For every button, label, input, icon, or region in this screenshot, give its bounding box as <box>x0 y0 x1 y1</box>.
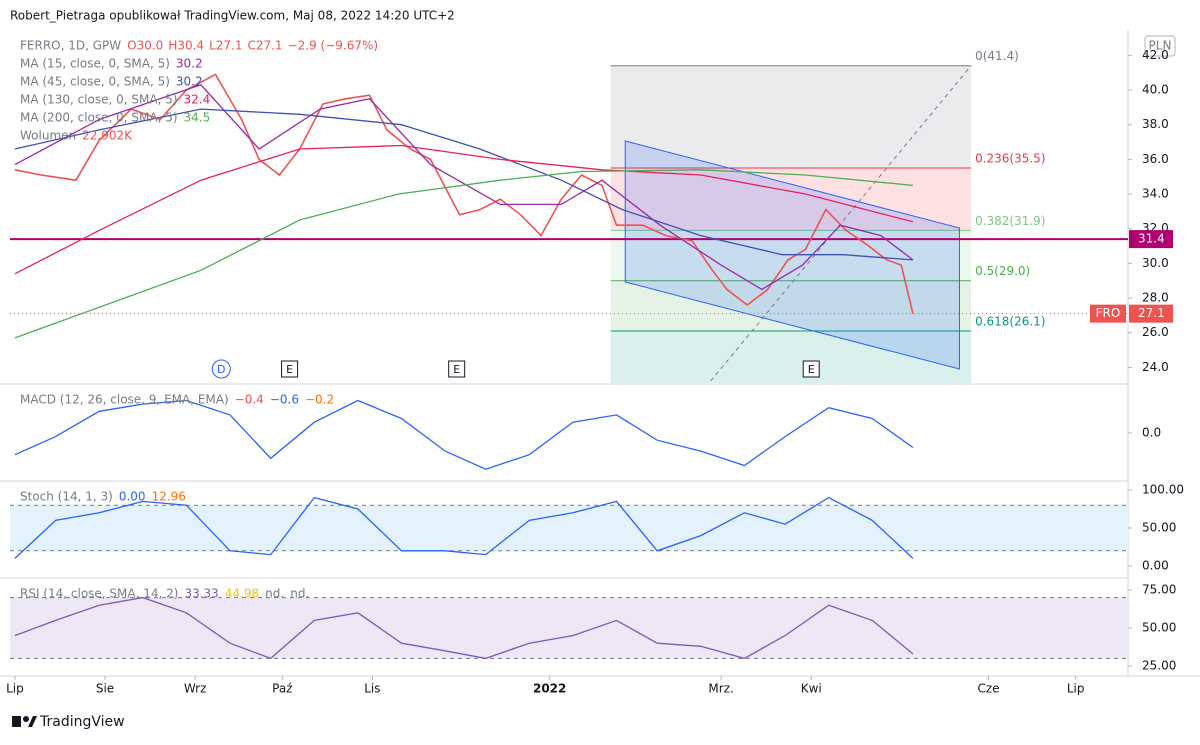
y-tick-label: 50.00 <box>1142 621 1176 635</box>
pane-title: MACD (12, 26, close, 9, EMA, EMA) <box>20 393 229 407</box>
legend-value: 32.4 <box>184 93 211 107</box>
x-tick-label: Wrz <box>184 682 207 696</box>
pane-value: 33.33 <box>184 587 218 601</box>
event-label: E <box>808 363 815 376</box>
change: −2.9 (−9.67%) <box>288 39 379 53</box>
series-line <box>14 84 914 291</box>
header: Robert_Pietraga opublikował TradingView.… <box>10 9 455 23</box>
y-tick-label: 34.0 <box>1142 187 1169 201</box>
x-tick-label: Cze <box>977 682 999 696</box>
series-line <box>14 399 914 470</box>
legend-entry: MA (130, close, 0, SMA, 5) <box>20 93 178 107</box>
legend-value: 30.2 <box>176 75 203 89</box>
hline-value: 31.4 <box>1138 232 1165 246</box>
fib-label: 0.618(26.1) <box>975 314 1045 328</box>
y-tick-label: 30.0 <box>1142 256 1169 270</box>
x-tick-label: Lip <box>1067 682 1085 696</box>
legend-entry: MA (15, close, 0, SMA, 5) <box>20 57 170 71</box>
y-tick-label: 26.0 <box>1142 325 1169 339</box>
fib-label: 0(41.4) <box>975 49 1019 63</box>
event-label: E <box>453 363 460 376</box>
hline-tag <box>1129 230 1173 249</box>
footer: TradingView <box>39 714 125 730</box>
volume-value: 22.902K <box>82 129 133 143</box>
currency: PLN <box>1149 39 1172 53</box>
pane-value: 44.98 <box>225 587 259 601</box>
symbol-tag <box>1090 304 1126 323</box>
y-tick-label: 75.00 <box>1142 583 1176 597</box>
fib-label: 0.5(29.0) <box>975 264 1030 278</box>
pane-value: nd. <box>290 587 309 601</box>
pane-title: Stoch (14, 1, 3) <box>20 490 113 504</box>
y-tick-label: 28.0 <box>1142 291 1169 305</box>
y-tick-label: 40.0 <box>1142 83 1169 97</box>
price-tag <box>1129 304 1173 323</box>
logo <box>12 716 37 727</box>
fib-label: 0.236(35.5) <box>975 152 1045 166</box>
pane-value: −0.6 <box>270 393 299 407</box>
price-value: 27.1 <box>1138 306 1165 320</box>
fib-zone <box>610 65 972 169</box>
legend-value: 34.5 <box>184 111 211 125</box>
x-tick-label: Mrz. <box>708 682 733 696</box>
pane-value: −0.2 <box>305 393 334 407</box>
event-marker <box>448 360 466 378</box>
event-marker <box>281 360 299 378</box>
volume-label: Wolumen <box>20 129 76 143</box>
ohlc: L27.1 <box>209 39 242 53</box>
legend-title: FERRO, 1D, GPW <box>20 39 121 53</box>
fib-zone <box>610 168 972 231</box>
symbol-name: FRO <box>1096 306 1121 320</box>
series-line <box>14 108 913 261</box>
pane-value: 12.96 <box>152 490 186 504</box>
pane-value: −0.4 <box>235 393 264 407</box>
x-tick-label: Lis <box>364 682 380 696</box>
x-tick-label: Lip <box>6 682 24 696</box>
series-line <box>14 144 914 275</box>
series-line <box>14 496 914 559</box>
y-tick-label: 0.0 <box>1142 426 1161 440</box>
legend-value: 30.2 <box>176 57 203 71</box>
ohlc: O30.0 <box>127 39 163 53</box>
y-tick-label: 25.00 <box>1142 659 1176 673</box>
y-tick-label: 36.0 <box>1142 152 1169 166</box>
ohlc: H30.4 <box>168 39 204 53</box>
x-tick-label: Sie <box>96 682 114 696</box>
currency-box[interactable] <box>1144 35 1176 57</box>
fib-label: 0.382(31.9) <box>975 214 1045 228</box>
y-tick-label: 42.0 <box>1142 48 1169 62</box>
pane-value: 0.00 <box>119 490 146 504</box>
legend-entry: MA (45, close, 0, SMA, 5) <box>20 75 170 89</box>
legend-entry: MA (200, close, 0, SMA, 5) <box>20 111 178 125</box>
event-marker <box>802 360 820 378</box>
y-tick-label: 50.00 <box>1142 520 1176 534</box>
y-tick-label: 100.00 <box>1142 482 1184 496</box>
fib-zone <box>610 330 972 383</box>
pane-title: RSI (14, close, SMA, 14, 2) <box>20 587 178 601</box>
y-tick-label: 0.00 <box>1142 558 1169 572</box>
x-tick-label: Paź <box>272 682 292 696</box>
x-tick-label: Kwi <box>801 682 822 696</box>
series-line <box>14 596 914 660</box>
event-label: E <box>286 363 293 376</box>
band <box>10 597 1128 659</box>
series-line <box>14 169 913 339</box>
event-marker <box>211 359 231 379</box>
band <box>10 505 1128 551</box>
series-line <box>14 73 914 314</box>
pane-value: nd. <box>265 587 284 601</box>
y-tick-label: 24.0 <box>1142 360 1169 374</box>
y-tick-label: 38.0 <box>1142 117 1169 131</box>
x-tick-label: 2022 <box>533 682 566 696</box>
ohlc: C27.1 <box>247 39 282 53</box>
event-label: D <box>217 363 225 376</box>
